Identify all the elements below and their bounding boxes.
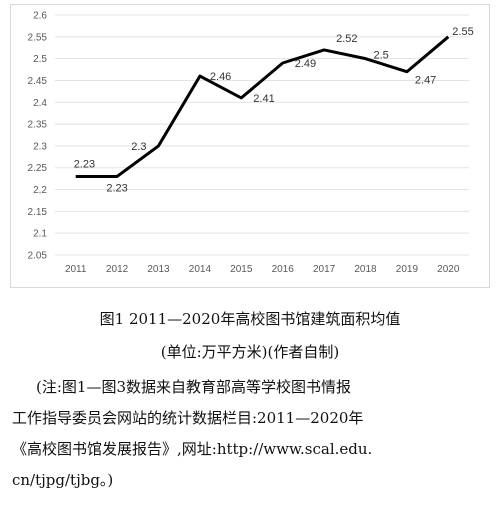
x-tick-label: 2015 (230, 264, 253, 275)
data-label: 2.23 (74, 158, 95, 170)
note-line: cn/tjpg/tjbg。) (12, 471, 114, 489)
y-tick-label: 2.45 (28, 76, 48, 87)
x-tick-label: 2017 (313, 264, 336, 275)
y-tick-label: 2.1 (33, 229, 47, 240)
x-tick-label: 2020 (437, 264, 460, 275)
note-line: (注:图1—图3数据来自教育部高等学校图书情报 (36, 378, 351, 396)
data-label: 2.46 (210, 71, 231, 83)
y-tick-label: 2.2 (33, 185, 47, 196)
y-tick-label: 2.3 (33, 141, 47, 152)
x-tick-label: 2018 (354, 264, 377, 275)
y-axis-ticks: 2.05 2.1 2.15 2.2 2.25 2.3 2.35 2.4 2.45 2.5 2.55 2… (28, 11, 48, 262)
y-tick-label: 2.5 (33, 54, 47, 65)
y-tick-label: 2.4 (33, 98, 47, 109)
note-line: 工作指导委员会网站的统计数据栏目:2011—2020年 (12, 409, 364, 427)
data-labels: 2.23 2.23 2.3 2.46 2.41 2.49 2.52 2.5 2.47 2.55 (74, 26, 474, 195)
y-tick-label: 2.55 (28, 32, 48, 43)
figure-note: (注:图1—图3数据来自教育部高等学校图书情报 工作指导委员会网站的统计数据栏目… (12, 372, 490, 496)
line-chart: 2.052.12.152.22.252.32.352.42.452.52.552… (28, 11, 474, 276)
grid-layer (55, 14, 469, 256)
y-tick-label: 2.05 (28, 251, 48, 262)
data-label: 2.52 (336, 33, 357, 45)
data-label: 2.23 (106, 182, 127, 194)
data-label: 2.41 (253, 93, 274, 105)
x-tick-label: 2019 (396, 264, 419, 275)
y-tick-label: 2.25 (28, 163, 48, 174)
note-line: 《高校图书馆发展报告》,网址:http://www.scal.edu. (12, 440, 373, 458)
x-tick-label: 2012 (106, 264, 129, 275)
y-tick-label: 2.35 (28, 120, 48, 131)
x-tick-label: 2011 (65, 264, 87, 275)
chart-frame: 2.05 2.1 2.15 2.2 2.25 2.3 2.35 2.4 2.45 2.5 2.55 2… (10, 4, 490, 288)
data-label: 2.47 (415, 75, 436, 87)
x-tick-label: 2014 (189, 264, 212, 275)
x-axis-ticks: 2011 2012 2013 2014 2015 2016 2017 2018 2019 2020 (65, 264, 460, 275)
data-label: 2.3 (131, 141, 146, 153)
y-tick-label: 2.15 (28, 207, 48, 218)
figure-unit: (单位:万平方米)(作者自制) (160, 343, 340, 361)
x-tick-label: 2016 (272, 264, 295, 275)
data-label: 2.49 (295, 58, 316, 70)
y-tick-label: 2.6 (33, 11, 47, 22)
data-label: 2.5 (374, 50, 389, 62)
figure-title: 图1 2011—2020年高校图书馆建筑面积均值 (99, 310, 401, 328)
series-line (75, 35, 450, 178)
data-label: 2.55 (452, 26, 473, 38)
x-tick-label: 2013 (147, 264, 170, 275)
